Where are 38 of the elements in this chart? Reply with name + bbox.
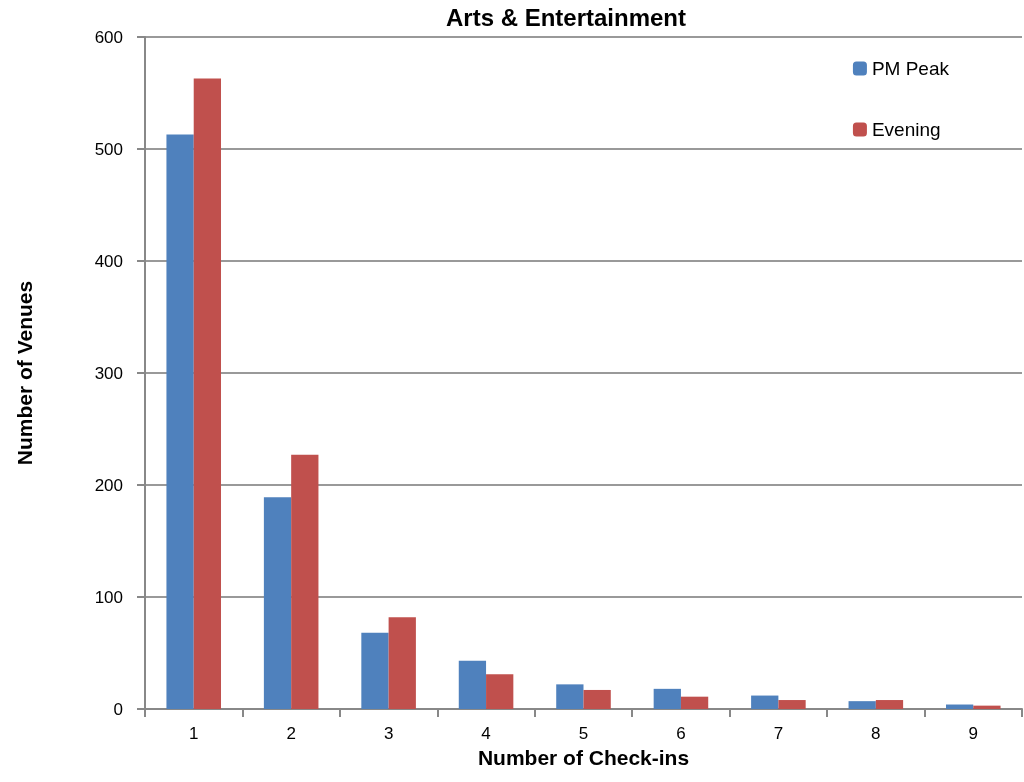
legend-label: PM Peak	[871, 58, 950, 79]
y-tick-label: 500	[94, 139, 123, 159]
y-tick-label: 300	[94, 363, 123, 383]
bar	[458, 660, 487, 709]
bar	[291, 454, 319, 709]
x-tick-label: 5	[578, 724, 589, 743]
bar	[388, 617, 416, 709]
x-tick-label: 3	[383, 724, 394, 743]
bar	[361, 632, 389, 709]
x-tick-label: 1	[188, 724, 199, 743]
chart-title: Arts & Entertainment	[445, 3, 687, 31]
x-tick-label: 7	[773, 724, 784, 743]
bar	[583, 689, 611, 709]
bar	[193, 78, 222, 709]
x-tick-label: 6	[676, 724, 686, 743]
bar	[751, 695, 779, 709]
bar	[875, 700, 904, 709]
bar	[680, 696, 709, 709]
bar	[263, 497, 292, 709]
x-tick-label: 2	[286, 724, 296, 743]
x-tick-label: 9	[968, 724, 979, 743]
legend-label: Evening	[871, 119, 941, 140]
bar	[653, 688, 681, 709]
y-tick-label: 400	[94, 251, 123, 271]
y-tick-label: 0	[113, 699, 123, 719]
bar	[778, 700, 806, 709]
x-tick-label: 8	[871, 724, 881, 743]
bar	[166, 134, 194, 709]
y-tick-label: 100	[94, 587, 123, 607]
bar	[848, 701, 876, 709]
y-tick-label: 200	[94, 475, 123, 495]
bar	[556, 684, 584, 709]
y-tick-label: 600	[94, 27, 123, 47]
y-axis-title: Number of Venues	[13, 280, 36, 466]
x-axis-title: Number of Check-ins	[477, 745, 690, 769]
bar	[973, 705, 1001, 709]
x-tick-label: 4	[481, 724, 491, 743]
bar	[486, 674, 514, 709]
